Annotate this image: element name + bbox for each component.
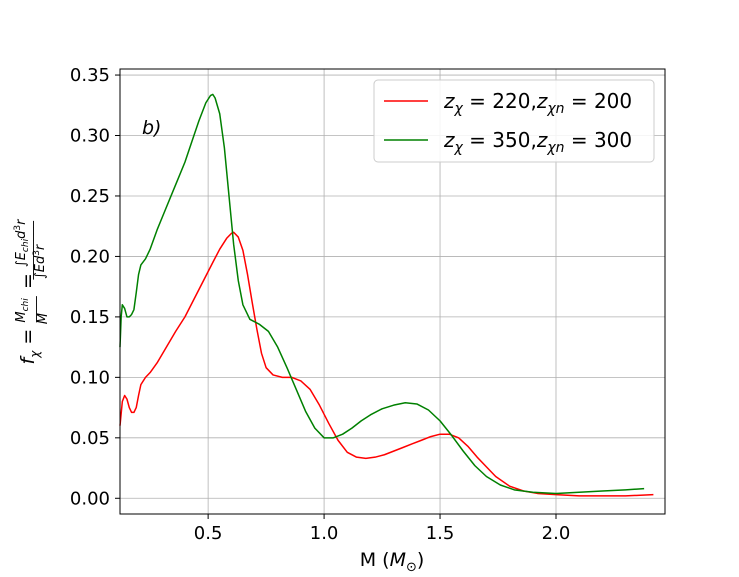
y-tick-label: 0.15 [70,307,110,328]
legend-box [373,79,655,163]
series-layer [119,93,654,497]
y-tick-label: 0.05 [70,428,110,449]
panel-label: b) [142,117,161,139]
svg-text:fχ = Mchi____M = ∫Echid3r_____: fχ = Mchi____M = ∫Echid3r_________∫Ed3r [13,218,51,365]
y-axis-label: fχ = Mchi____M = ∫Echid3r_________∫Ed3r [13,218,51,365]
y-tick-label: 0.20 [70,246,110,267]
y-tick-label: 0.00 [70,488,110,509]
y-tick-label: 0.10 [70,367,110,388]
x-tick-label: 1.0 [310,523,339,544]
y-tick-label: 0.35 [70,65,110,86]
x-axis-ticks: 0.5 1.0 1.5 2.0 [194,514,571,544]
series-line-1 [119,93,645,495]
series-line-0 [119,231,654,497]
x-tick-label: 1.5 [426,523,455,544]
legend: zχ = 220,zχn = 200 zχ = 350,zχn = 300 [373,79,655,163]
x-tick-label: 2.0 [542,523,571,544]
plot-frame [119,68,666,515]
x-tick-label: 0.5 [194,523,223,544]
y-tick-label: 0.30 [70,126,110,147]
legend-label-red: zχ = 220,zχn = 200 [443,89,632,117]
y-tick-label: 0.25 [70,186,110,207]
legend-label-green: zχ = 350,zχn = 300 [443,128,632,156]
y-axis-ticks: 0.00 0.05 0.10 0.15 0.20 0.25 0.30 0.35 [70,65,120,509]
